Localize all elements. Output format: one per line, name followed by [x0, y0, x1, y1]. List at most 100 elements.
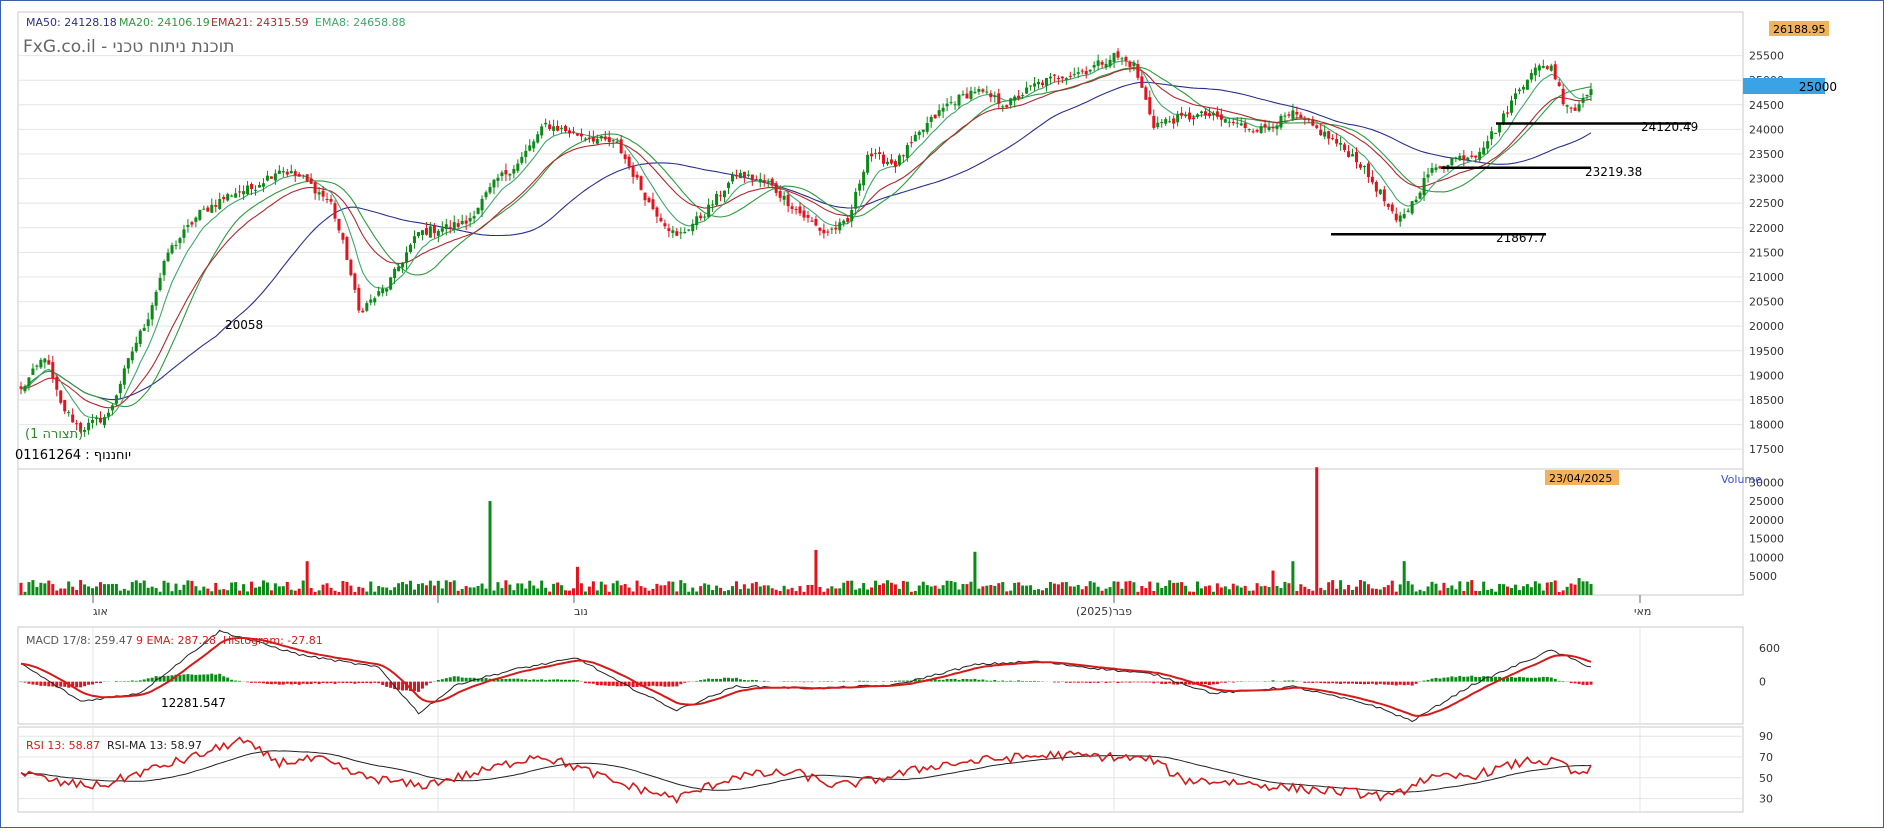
- candle: [1113, 53, 1116, 68]
- macd-hist-bar: [1164, 682, 1167, 684]
- candle-body: [997, 93, 1000, 103]
- volume-bar: [278, 586, 281, 595]
- candle-body: [202, 209, 205, 210]
- volume-bar: [787, 589, 790, 595]
- candle: [1228, 118, 1231, 128]
- candle: [910, 136, 913, 147]
- macd-hist-bar: [417, 682, 420, 692]
- candle: [270, 176, 273, 179]
- macd-hist-bar: [532, 679, 535, 681]
- candle: [143, 324, 146, 331]
- candle: [1582, 94, 1585, 108]
- macd-hist-bar: [334, 682, 337, 684]
- macd-hist-bar: [457, 676, 460, 681]
- candle: [1315, 124, 1318, 129]
- candle: [1423, 171, 1426, 201]
- candle-body: [779, 191, 782, 198]
- volume-bar: [759, 586, 762, 595]
- macd-hist-bar: [1347, 682, 1350, 684]
- volume-bar: [1339, 580, 1342, 595]
- candle: [731, 172, 734, 184]
- candle: [1025, 82, 1028, 94]
- axis-ticks: 2550025000245002400023500230002250022000…: [93, 50, 1784, 806]
- macd-hist-bar: [1109, 682, 1112, 683]
- volume-bar: [1049, 582, 1052, 595]
- candle-body: [981, 89, 984, 91]
- macd-hist-bar: [1438, 679, 1441, 682]
- macd-hist-bar: [361, 682, 364, 683]
- volume-bar: [489, 501, 492, 595]
- candle: [1041, 80, 1044, 88]
- candle-body: [127, 358, 130, 368]
- volume-bar: [1299, 584, 1302, 595]
- candle: [1359, 162, 1362, 170]
- candle-body: [922, 130, 925, 132]
- candle-body: [1077, 72, 1080, 74]
- volume-bar: [1248, 591, 1251, 595]
- candle: [461, 215, 464, 225]
- macd-hist-bar: [1411, 682, 1414, 686]
- candle: [337, 219, 340, 234]
- macd-hist-bar: [79, 682, 82, 688]
- macd-hist-bar: [608, 682, 611, 686]
- volume-bar: [588, 587, 591, 595]
- macd-hist-bar: [397, 682, 400, 690]
- volume-bar: [640, 586, 643, 595]
- macd-hist-bar: [993, 680, 996, 682]
- volume-bar: [659, 585, 662, 595]
- volume-bar: [822, 592, 825, 595]
- macd-hist-bar: [1291, 680, 1294, 681]
- volume-bar: [727, 590, 730, 595]
- candle-body: [1486, 141, 1489, 148]
- candle-body: [1403, 214, 1406, 218]
- volume-bar: [731, 586, 734, 595]
- macd-hist-bar: [596, 682, 599, 686]
- volume-bar: [1057, 584, 1060, 595]
- volume-bar: [512, 590, 515, 595]
- macd-hist-bar: [1117, 682, 1120, 683]
- volume-bar: [1566, 587, 1569, 595]
- volume-bar: [1458, 581, 1461, 595]
- volume-bar: [962, 584, 965, 595]
- candle-body: [163, 261, 166, 275]
- macd-hist-bar: [270, 682, 273, 685]
- volume-bar: [178, 590, 181, 595]
- volume-bar: [993, 586, 996, 595]
- macd-hist-bar: [755, 680, 758, 682]
- volume-bar: [1069, 586, 1072, 595]
- candle-body: [1538, 66, 1541, 71]
- candle-body: [759, 179, 762, 182]
- candle-body: [655, 208, 658, 217]
- candle-body: [1065, 78, 1068, 80]
- volume-bar: [1351, 590, 1354, 595]
- candle: [1550, 64, 1553, 72]
- candle: [341, 232, 344, 243]
- volume-bar: [1407, 581, 1410, 595]
- candle-body: [1367, 163, 1370, 177]
- candle: [930, 115, 933, 128]
- candle: [1224, 119, 1227, 123]
- candle: [1128, 60, 1131, 72]
- volume-bar: [620, 585, 623, 595]
- volume-bar: [942, 585, 945, 595]
- macd-hist-bar: [1073, 682, 1076, 683]
- macd-hist-bar: [1423, 681, 1426, 682]
- candle: [1379, 189, 1382, 195]
- macd-hist-bar: [1454, 677, 1457, 681]
- candle: [699, 212, 702, 220]
- volume-bar: [691, 588, 694, 595]
- candle-body: [377, 291, 380, 296]
- volume-bar: [302, 581, 305, 595]
- candle-body: [461, 221, 464, 224]
- candle: [1220, 108, 1223, 126]
- candle: [918, 130, 921, 139]
- candle-body: [75, 423, 78, 424]
- candle-body: [687, 230, 690, 231]
- candle: [644, 192, 647, 206]
- x-label-aug: אוג: [93, 605, 108, 618]
- candle-body: [1156, 123, 1159, 127]
- volume-bar: [755, 582, 758, 595]
- volume-bar: [457, 591, 460, 595]
- candle-body: [175, 245, 178, 246]
- candle: [1470, 151, 1473, 159]
